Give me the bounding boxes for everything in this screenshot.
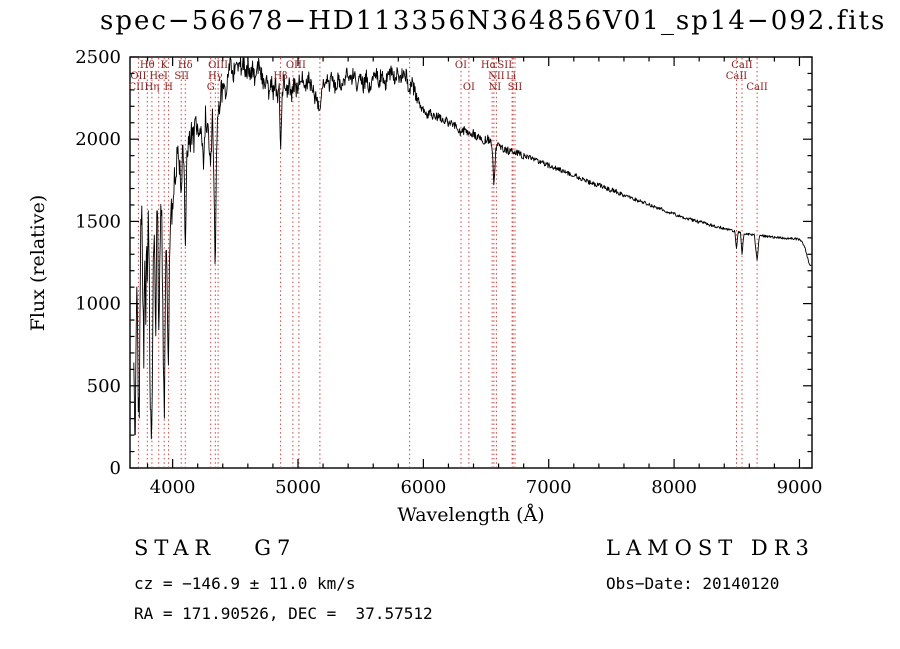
- x-tick-label: 5000: [275, 477, 321, 498]
- y-tick-label: 2000: [75, 129, 121, 150]
- y-axis-title: Flux (relative): [27, 195, 49, 332]
- x-tick-label: 6000: [400, 477, 446, 498]
- x-tick-label: 7000: [526, 477, 572, 498]
- ra-dec-label: RA = 171.90526, DEC = 37.57512: [134, 604, 433, 623]
- spectral-line-label: HeI: [149, 71, 168, 82]
- spectral-line-label: CaII: [726, 71, 748, 82]
- x-tick-label: 8000: [651, 477, 697, 498]
- page-title: spec−56678−HD113356N364856V01_sp14−092.f…: [100, 6, 887, 36]
- spectral-line-label: G: [207, 82, 215, 93]
- survey-name-label: LAMOST DR3: [606, 536, 815, 560]
- spectrum-path: [133, 57, 812, 440]
- spectral-line-label: K: [160, 60, 168, 71]
- spectral-line-label: Hθ: [140, 60, 155, 71]
- spectral-line-markers: [137, 58, 758, 467]
- spectral-line-label: H: [164, 82, 173, 93]
- spectral-line-label: OI: [455, 60, 467, 71]
- y-tick-label: 0: [110, 458, 121, 479]
- spectral-line-label: CaII: [746, 82, 768, 93]
- spectral-line-label: SII: [508, 82, 523, 93]
- spectral-line-label: NI: [488, 82, 501, 93]
- spectral-line-label: Hα: [481, 60, 497, 71]
- y-tick-label: 2500: [75, 47, 121, 68]
- x-axis-title: Wavelength (Å): [397, 504, 544, 526]
- y-tick-label: 500: [87, 376, 121, 397]
- x-tick-label: 9000: [777, 477, 823, 498]
- spectral-line-label: Hβ: [273, 71, 288, 82]
- cz-value-label: cz = −146.9 ± 11.0 km/s: [134, 574, 356, 593]
- spectral-line-label: Hγ: [208, 71, 223, 82]
- obs-date-label: Obs−Date: 20140120: [606, 574, 780, 593]
- spectral-line-label: SII: [497, 60, 512, 71]
- spectral-line-label: CII: [129, 82, 145, 93]
- plot-frame: [129, 56, 813, 469]
- spectral-line-label: OIII: [208, 60, 228, 71]
- x-tick-label: 4000: [150, 477, 196, 498]
- object-class-label: STAR G7: [134, 536, 297, 560]
- x-tick-labels: 4000 5000 6000 7000 8000 9000: [150, 477, 823, 498]
- y-tick-labels: 0 500 1000 1500 2000 2500: [75, 47, 121, 479]
- spectral-line-label: Li: [506, 71, 516, 82]
- spectral-line-label: Hη: [145, 82, 160, 93]
- y-tick-label: 1000: [75, 294, 121, 315]
- spectral-line-label: OI: [463, 82, 475, 93]
- y-tick-label: 1500: [75, 211, 121, 232]
- spectral-line-label: Hδ: [178, 60, 193, 71]
- axis-ticks: [130, 56, 812, 469]
- spectral-line-label: CaII: [731, 60, 753, 71]
- spectral-line-label: NII: [488, 71, 505, 82]
- spectral-line-label: SII: [174, 71, 189, 82]
- spectral-line-label: OII: [130, 71, 146, 82]
- spectral-line-label: OIII: [286, 60, 306, 71]
